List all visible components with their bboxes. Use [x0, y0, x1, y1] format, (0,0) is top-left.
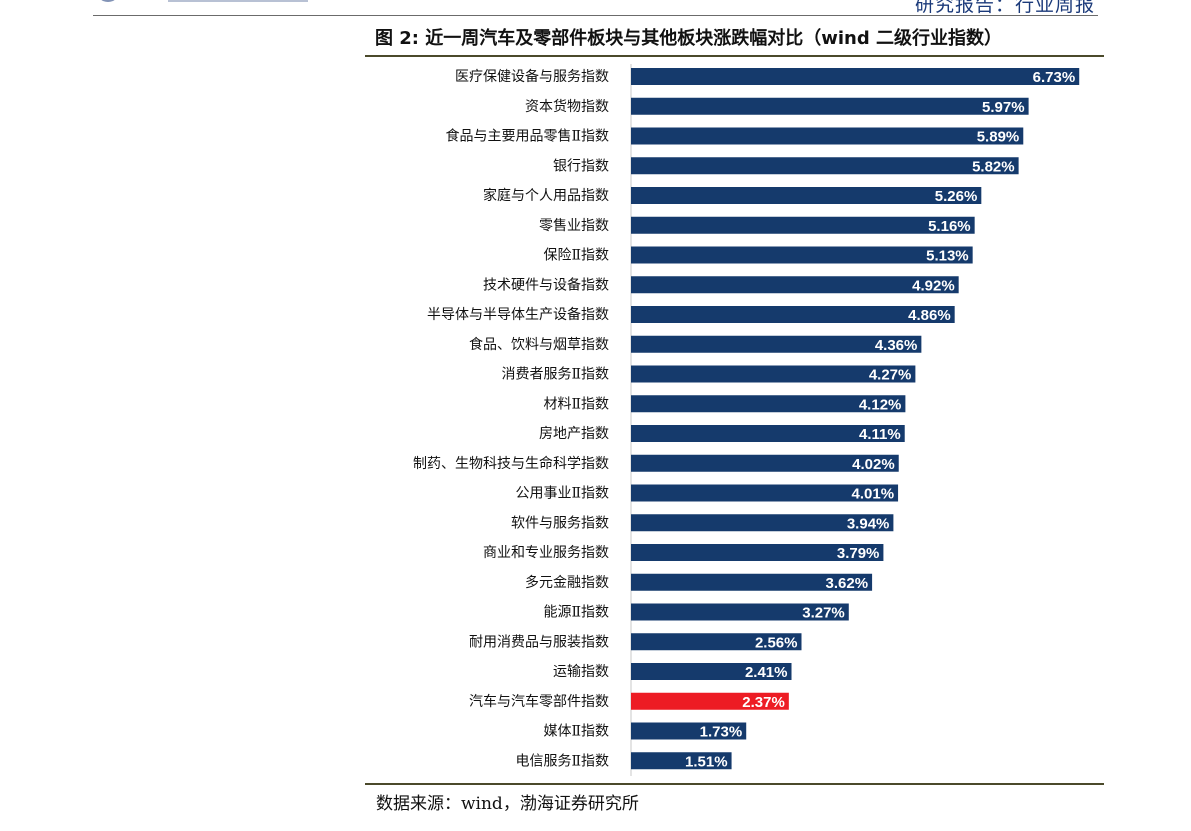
- category-label: 房地产指数: [539, 426, 609, 442]
- bar-value-label: 4.12%: [859, 396, 902, 413]
- bar-value-label: 2.41%: [745, 664, 788, 681]
- bar-value-label: 1.73%: [700, 724, 743, 741]
- bar-series: 医疗保健设备与服务指数 6.73% 资本货物指数 5.97% 食品与主要用品零售Ⅱ指数 5…: [413, 68, 1080, 770]
- category-label: 家庭与个人用品指数: [483, 187, 609, 204]
- category-label: 公用事业Ⅱ指数: [515, 486, 609, 502]
- category-label: 运输指数: [553, 664, 609, 680]
- category-label: 食品与主要用品零售Ⅱ指数: [445, 128, 609, 145]
- bar-value-label: 5.13%: [926, 248, 969, 265]
- bar-value-label: 4.01%: [852, 486, 895, 503]
- category-label: 制药、生物科技与生命科学指数: [413, 455, 609, 472]
- bar: [631, 97, 1029, 115]
- bar: [631, 722, 747, 740]
- bar: [631, 157, 1019, 175]
- bar: [631, 216, 975, 234]
- bar: [631, 276, 959, 294]
- bar-value-label: 1.51%: [685, 753, 728, 770]
- bar-value-label: 6.73%: [1033, 69, 1076, 86]
- bar: [631, 395, 906, 413]
- category-label: 保险Ⅱ指数: [543, 248, 609, 264]
- bar: [631, 573, 873, 591]
- category-label: 消费者服务Ⅱ指数: [501, 367, 609, 383]
- bar: [631, 306, 955, 323]
- header-divider: [93, 15, 1098, 16]
- category-label: 医疗保健设备与服务指数: [455, 68, 609, 85]
- company-logo-wordmark: [168, 0, 308, 2]
- category-label: 资本货物指数: [525, 98, 609, 115]
- bar-value-label: 4.27%: [869, 367, 912, 384]
- bar: [631, 484, 899, 502]
- bar-value-label: 4.36%: [875, 337, 918, 354]
- category-label: 汽车与汽车零部件指数: [469, 693, 609, 710]
- category-label: 多元金融指数: [525, 574, 609, 591]
- highlight-bar: [631, 692, 789, 710]
- category-label: 电信服务Ⅱ指数: [515, 753, 609, 769]
- bar-value-label: 2.56%: [755, 634, 798, 651]
- bar-value-label: 3.79%: [837, 545, 880, 562]
- bar: [631, 335, 922, 353]
- bar-chart: 医疗保健设备与服务指数 6.73% 资本货物指数 5.97% 食品与主要用品零售Ⅱ指数 5…: [413, 64, 1080, 776]
- category-label: 软件与服务指数: [511, 515, 609, 531]
- bar-value-label: 4.92%: [912, 277, 955, 294]
- category-label: 材料Ⅱ指数: [543, 396, 609, 412]
- bar: [631, 454, 899, 472]
- category-label: 半导体与半导体生产设备指数: [427, 306, 609, 323]
- bar-value-label: 3.94%: [847, 515, 890, 532]
- category-label: 媒体Ⅱ指数: [543, 724, 609, 740]
- bar: [631, 633, 802, 651]
- bar-value-label: 4.02%: [852, 456, 895, 473]
- bar-value-label: 3.27%: [802, 605, 845, 622]
- figure-title: 图 2: 近一周汽车及零部件板块与其他板块涨跌幅对比（wind 二级行业指数）: [375, 28, 1003, 49]
- bar: [631, 68, 1080, 85]
- figure-top-rule: [365, 55, 1104, 57]
- bar-value-label: 4.86%: [908, 307, 951, 324]
- bar: [631, 663, 792, 680]
- category-label: 银行指数: [553, 158, 609, 174]
- data-source-note: 数据来源：wind，渤海证券研究所: [376, 794, 639, 814]
- bar-value-label: 5.16%: [928, 218, 971, 235]
- category-label: 能源Ⅱ指数: [543, 605, 609, 621]
- category-label: 零售业指数: [539, 218, 609, 234]
- bar: [631, 187, 982, 204]
- bar: [631, 514, 894, 532]
- bar: [631, 752, 732, 770]
- figure-bottom-rule: [365, 783, 1104, 785]
- bar-value-label: 4.11%: [859, 426, 901, 443]
- category-label: 商业和专业服务指数: [483, 545, 609, 561]
- bar: [631, 425, 905, 442]
- category-label: 食品、饮料与烟草指数: [469, 336, 609, 353]
- bar-value-label: 3.62%: [826, 575, 869, 592]
- category-label: 技术硬件与设备指数: [483, 276, 609, 293]
- bar-value-label: 5.89%: [977, 129, 1020, 146]
- bar: [631, 544, 884, 561]
- bar-value-label: 5.26%: [935, 188, 978, 205]
- category-label: 耐用消费品与服装指数: [469, 634, 609, 650]
- bar-value-label: 5.97%: [982, 99, 1025, 116]
- bar: [631, 365, 916, 383]
- bar-value-label: 5.82%: [972, 158, 1015, 175]
- bar: [631, 246, 973, 264]
- bar-value-label: 2.37%: [742, 694, 785, 711]
- bar: [631, 127, 1024, 145]
- page-header: 研究报告：行业周报: [0, 0, 1191, 18]
- company-logo: [96, 0, 120, 2]
- bar: [631, 603, 849, 621]
- report-type-label: 研究报告：行业周报: [914, 0, 1095, 16]
